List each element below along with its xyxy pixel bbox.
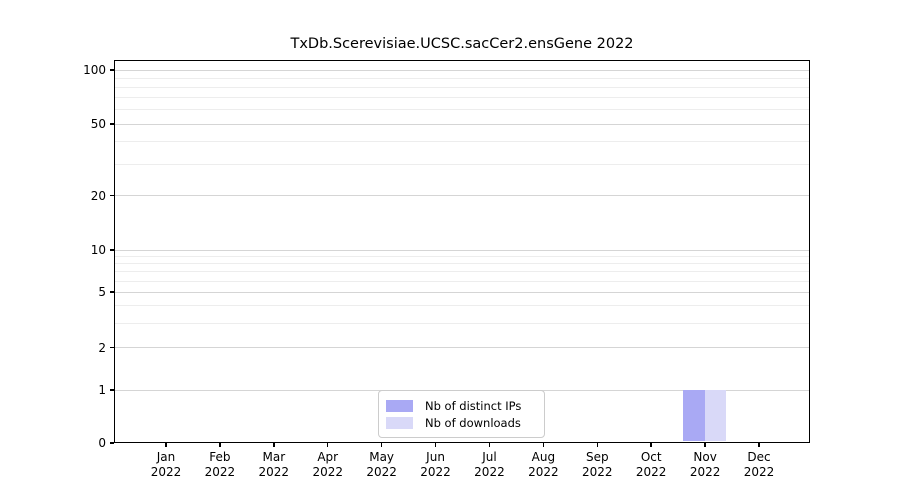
y-tick-label-5: 5	[98, 285, 106, 300]
x-tick-year: 2022	[366, 465, 397, 479]
y-tick-label-1: 1	[98, 383, 106, 397]
gridline-minor-40	[115, 141, 809, 143]
x-tick-mark-sep	[596, 443, 599, 447]
x-tick-mark-jun	[434, 443, 437, 447]
x-tick-label-jan: Jan 2022	[136, 450, 196, 480]
y-tick-label-10: 10	[90, 243, 106, 257]
gridline-major-5	[115, 291, 809, 293]
legend-row-distinct-ips: Nb of distinct IPs	[386, 397, 535, 414]
gridline-major-50	[115, 123, 809, 125]
gridline-minor-7	[115, 271, 809, 273]
x-tick-mark-feb	[219, 443, 221, 447]
x-tick-month: Dec	[747, 450, 771, 464]
bar-nb-of-distinct-ips-nov	[683, 389, 705, 441]
x-tick-mark-oct	[650, 443, 652, 447]
x-tick-year: 2022	[581, 465, 613, 479]
gridline-minor-3	[115, 322, 809, 324]
y-tick-label-100: 100	[83, 63, 106, 77]
chart-title: TxDb.Scerevisiae.UCSC.sacCer2.ensGene 20…	[290, 36, 634, 52]
x-tick-year: 2022	[474, 465, 505, 479]
y-tick-mark-50	[110, 123, 114, 125]
legend: Nb of distinct IPs Nb of downloads	[378, 390, 545, 438]
y-tick-mark-20	[110, 194, 114, 197]
x-tick-month: Apr	[317, 450, 339, 464]
y-tick-mark-0	[110, 442, 114, 444]
y-tick-label-0: 0	[98, 436, 106, 450]
y-tick-mark-5	[110, 291, 114, 293]
gridline-minor-60	[115, 109, 809, 111]
x-tick-label-jun: Jun 2022	[406, 450, 466, 480]
x-tick-year: 2022	[204, 465, 236, 479]
x-tick-label-apr: Apr 2022	[298, 450, 358, 480]
y-tick-mark-100	[110, 69, 114, 71]
legend-swatch-distinct-ips	[386, 399, 413, 412]
x-tick-label-jul: Jul 2022	[459, 450, 519, 480]
gridline-minor-30	[115, 163, 809, 165]
y-tick-mark-10	[110, 249, 114, 251]
x-tick-month: Mar	[262, 450, 286, 464]
gridline-major-2	[115, 347, 809, 349]
x-tick-year: 2022	[635, 465, 667, 479]
x-tick-mark-mar	[273, 443, 275, 447]
y-tick-label-20: 20	[90, 188, 106, 203]
x-tick-month: Jan	[156, 450, 176, 464]
legend-label-downloads: Nb of downloads	[425, 415, 521, 430]
x-tick-month: Sep	[585, 450, 609, 464]
y-tick-label-50: 50	[90, 117, 106, 132]
x-tick-year: 2022	[420, 465, 451, 479]
y-tick-label-2: 2	[98, 340, 106, 355]
gridline-major-100	[115, 69, 809, 71]
x-tick-mark-dec	[758, 443, 760, 447]
gridline-minor-9	[115, 255, 809, 257]
legend-label-distinct-ips: Nb of distinct IPs	[425, 398, 522, 413]
x-tick-month: Oct	[640, 450, 662, 464]
x-tick-year: 2022	[150, 465, 182, 479]
x-tick-mark-apr	[326, 443, 329, 447]
x-tick-month: Jul	[482, 450, 497, 464]
x-tick-month: Nov	[693, 450, 717, 464]
x-tick-mark-may	[380, 443, 383, 447]
x-tick-year: 2022	[743, 465, 775, 479]
plot-area	[114, 60, 810, 443]
x-tick-mark-nov	[704, 443, 706, 447]
x-tick-label-aug: Aug 2022	[513, 450, 573, 480]
gridline-minor-80	[115, 86, 809, 88]
x-tick-label-dec: Dec 2022	[729, 450, 789, 480]
gridline-minor-90	[115, 77, 809, 79]
gridline-minor-6	[115, 280, 809, 282]
gridline-minor-70	[115, 97, 809, 99]
legend-row-downloads: Nb of downloads	[386, 414, 535, 431]
x-tick-month: May	[369, 450, 395, 464]
x-tick-mark-jan	[165, 443, 167, 447]
y-tick-mark-1	[110, 389, 114, 391]
x-tick-label-may: May 2022	[352, 450, 412, 480]
gridline-major-10	[115, 249, 809, 251]
bar-nb-of-downloads-nov	[704, 389, 727, 441]
x-tick-year: 2022	[312, 465, 343, 479]
x-tick-label-sep: Sep 2022	[567, 450, 627, 480]
gridline-minor-8	[115, 263, 809, 265]
x-tick-month: Feb	[209, 450, 231, 464]
y-tick-mark-2	[110, 346, 114, 349]
gridline-major-20	[115, 195, 809, 197]
x-tick-year: 2022	[689, 465, 721, 479]
x-tick-label-oct: Oct 2022	[621, 450, 681, 480]
x-tick-label-feb: Feb 2022	[190, 450, 250, 480]
x-tick-month: Aug	[531, 450, 556, 464]
x-tick-year: 2022	[258, 465, 290, 479]
x-tick-month: Jun	[426, 450, 445, 464]
x-tick-mark-aug	[542, 443, 545, 447]
gridline-minor-4	[115, 305, 809, 307]
legend-swatch-downloads	[386, 416, 413, 429]
x-tick-label-nov: Nov 2022	[675, 450, 735, 480]
x-tick-year: 2022	[528, 465, 559, 479]
x-tick-label-mar: Mar 2022	[244, 450, 304, 480]
x-tick-mark-jul	[488, 443, 491, 447]
